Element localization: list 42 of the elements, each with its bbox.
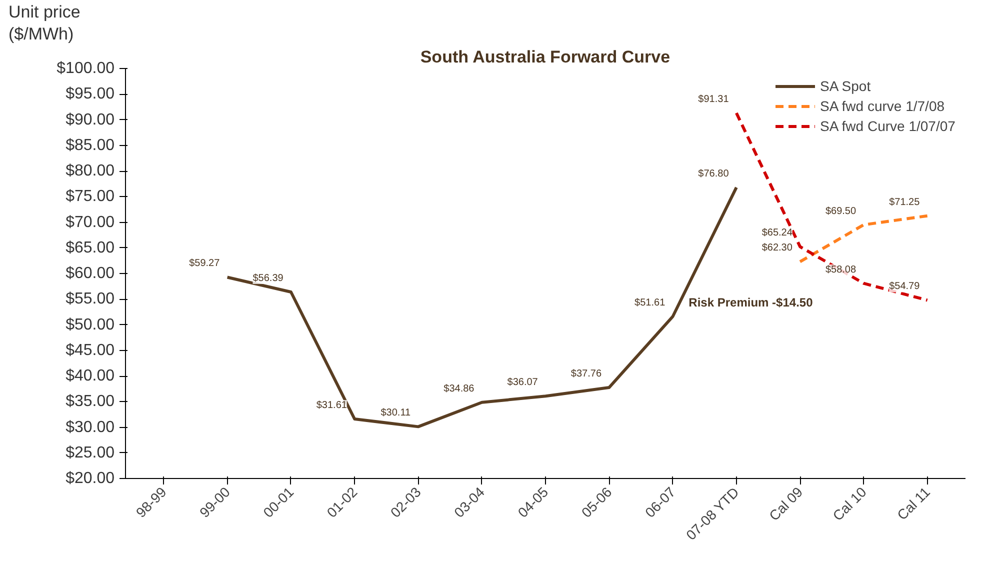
data-label: $36.07 — [507, 377, 538, 388]
data-label: $71.25 — [889, 196, 920, 208]
data-label: $30.11 — [380, 408, 412, 419]
y-tick-label: $80.00 — [66, 162, 115, 180]
data-label: $65.24 — [762, 228, 793, 239]
annotation: Risk Premium -$14.50 — [688, 295, 814, 310]
y-tick-label: $25.00 — [66, 444, 115, 462]
data-label: $58.08 — [825, 264, 856, 276]
data-label: $37.76 — [570, 368, 602, 380]
legend-label: SA fwd curve 1/7/08 — [820, 98, 945, 114]
legend-label: SA fwd Curve 1/07/07 — [820, 118, 956, 134]
y-tick-label: $95.00 — [66, 86, 115, 103]
y-axis-title: Unit price ($/MWh) — [8, 2, 80, 44]
y-tick-label: $85.00 — [66, 136, 115, 154]
y-tick-label: $75.00 — [66, 188, 115, 206]
data-label: $34.86 — [444, 383, 475, 394]
x-tick-label: Cal 11 — [894, 484, 934, 524]
chart-title: South Australia Forward Curve — [420, 48, 670, 66]
y-tick-label: $70.00 — [66, 214, 115, 231]
y-tick-label: $20.00 — [66, 470, 115, 487]
y-tick-label: $55.00 — [66, 290, 115, 308]
data-label: $69.50 — [825, 206, 856, 217]
y-tick-label: $30.00 — [66, 418, 115, 436]
y-tick-label: $35.00 — [66, 393, 115, 410]
y-tick-label: $50.00 — [66, 316, 115, 334]
y-tick-label: $60.00 — [66, 265, 115, 282]
data-label: $56.39 — [252, 273, 284, 284]
y-tick-label: $65.00 — [66, 239, 115, 256]
data-label: $62.30 — [762, 242, 793, 254]
y-tick-label: $100.00 — [56, 60, 115, 77]
y-tick-label: $90.00 — [66, 111, 115, 128]
data-label: $31.61 — [316, 400, 348, 411]
y-tick-label: $45.00 — [66, 342, 115, 359]
legend-label: SA Spot — [820, 78, 871, 94]
y-tick-label: $40.00 — [66, 368, 115, 384]
data-label: $91.31 — [698, 94, 730, 106]
x-tick-label: Cal 10 — [829, 484, 870, 524]
data-label: $54.79 — [889, 281, 920, 292]
x-tick-label: Cal 09 — [766, 484, 806, 524]
data-label: $76.80 — [698, 168, 730, 180]
data-label: $51.61 — [634, 298, 666, 308]
data-label: $59.27 — [189, 258, 220, 270]
